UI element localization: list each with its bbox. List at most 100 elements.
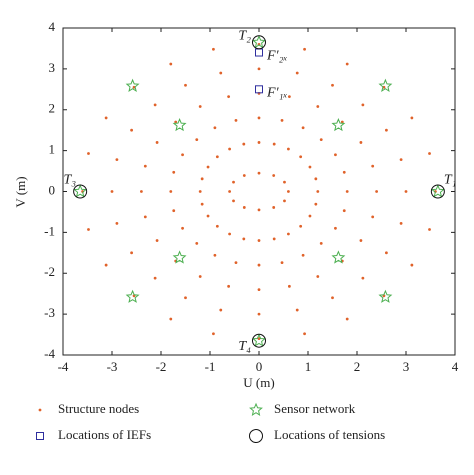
y-tick-label: 3	[49, 60, 56, 75]
structure-node	[104, 263, 108, 267]
structure-node	[345, 62, 349, 66]
point-label: T₁	[444, 173, 457, 188]
sensor-marker	[125, 78, 140, 92]
structure-node	[361, 276, 365, 280]
structure-node	[314, 177, 318, 181]
structure-node	[399, 221, 403, 225]
structure-node	[257, 67, 261, 71]
structure-node	[227, 284, 231, 288]
structure-node	[143, 164, 147, 168]
structure-node	[174, 120, 178, 124]
structure-node	[359, 141, 363, 144]
y-tick-label: -4	[44, 346, 55, 361]
structure-node	[334, 153, 337, 157]
structure-node	[257, 116, 261, 120]
structure-node	[87, 152, 90, 155]
structure-node	[198, 105, 202, 108]
structure-node	[200, 202, 204, 206]
x-axis-label: U (m)	[243, 375, 274, 390]
sensor-marker	[172, 250, 187, 264]
structure-node	[242, 237, 246, 241]
legend-label: Locations of IEFs	[58, 427, 151, 442]
structure-node	[283, 180, 286, 184]
structure-node	[213, 126, 217, 130]
structure-node	[272, 174, 276, 177]
structure-node	[331, 83, 334, 87]
structure-node	[299, 155, 303, 159]
sensor-marker	[378, 78, 393, 92]
y-tick-label: 2	[49, 101, 56, 116]
structure-node	[155, 239, 159, 242]
sensor-marker	[430, 184, 445, 198]
structure-node	[169, 317, 173, 321]
sensor-marker	[125, 289, 140, 303]
structure-node	[206, 165, 210, 169]
y-tick-label: -2	[44, 264, 55, 279]
legend-label: Sensor network	[274, 401, 356, 416]
structure-node	[385, 251, 388, 255]
structure-node	[287, 147, 290, 151]
point-label: T₂	[238, 29, 251, 44]
structure-node	[410, 116, 414, 120]
structure-node	[172, 170, 176, 174]
x-tick-label: -3	[107, 359, 118, 374]
structure-node	[153, 103, 157, 107]
tension-marker	[430, 184, 445, 199]
y-axis-label: V (m)	[13, 176, 28, 207]
structure-node	[169, 190, 173, 193]
structure-node	[213, 253, 217, 257]
point-label: F′₁ₓ	[266, 86, 287, 101]
x-tick-label: -1	[205, 359, 216, 374]
structure-node	[184, 83, 187, 87]
tension-marker	[252, 333, 266, 348]
structure-node	[287, 284, 291, 288]
structure-node	[303, 47, 306, 51]
structure-node	[115, 158, 119, 162]
structure-node	[345, 317, 349, 321]
structure-node	[200, 177, 204, 181]
point-label: T₃	[63, 173, 76, 188]
structure-node	[319, 138, 323, 141]
tension-marker	[252, 35, 266, 50]
structure-node	[340, 120, 344, 124]
structure-node	[361, 103, 365, 107]
structure-node	[155, 141, 159, 144]
plot-frame	[62, 27, 456, 356]
sensor-marker	[252, 35, 266, 49]
structure-node	[215, 155, 219, 159]
structure-node	[308, 165, 312, 169]
structure-node	[206, 214, 210, 218]
structure-node	[314, 202, 318, 206]
structure-node	[184, 296, 187, 300]
structure-node	[280, 261, 284, 265]
structure-node	[287, 232, 290, 236]
structure-node	[169, 62, 173, 66]
structure-node	[140, 190, 143, 193]
structure-node	[104, 116, 108, 120]
ief-marker	[255, 48, 263, 57]
structure-node	[428, 152, 431, 155]
structure-node	[295, 308, 299, 312]
structure-node	[172, 209, 176, 213]
structure-node	[257, 288, 261, 291]
x-tick-label: -2	[156, 359, 167, 374]
structure-node	[272, 142, 276, 146]
sensor-marker	[172, 118, 187, 132]
point-label: F′₂ₓ	[266, 49, 287, 64]
structure-node	[242, 174, 246, 177]
structure-node	[228, 190, 232, 193]
structure-node	[359, 239, 363, 242]
structure-node	[234, 261, 238, 265]
x-tick-label: 2	[354, 359, 361, 374]
structure-node	[342, 170, 346, 174]
structure-node	[234, 118, 238, 122]
structure-node	[257, 171, 261, 175]
structure-node	[345, 190, 349, 193]
structure-node	[143, 215, 147, 219]
x-tick-label: 4	[452, 359, 459, 374]
structure-node	[219, 308, 223, 312]
x-tick-label: 3	[403, 359, 410, 374]
structure-node	[195, 242, 199, 245]
structure-node	[272, 237, 276, 241]
structure-node	[272, 206, 276, 209]
